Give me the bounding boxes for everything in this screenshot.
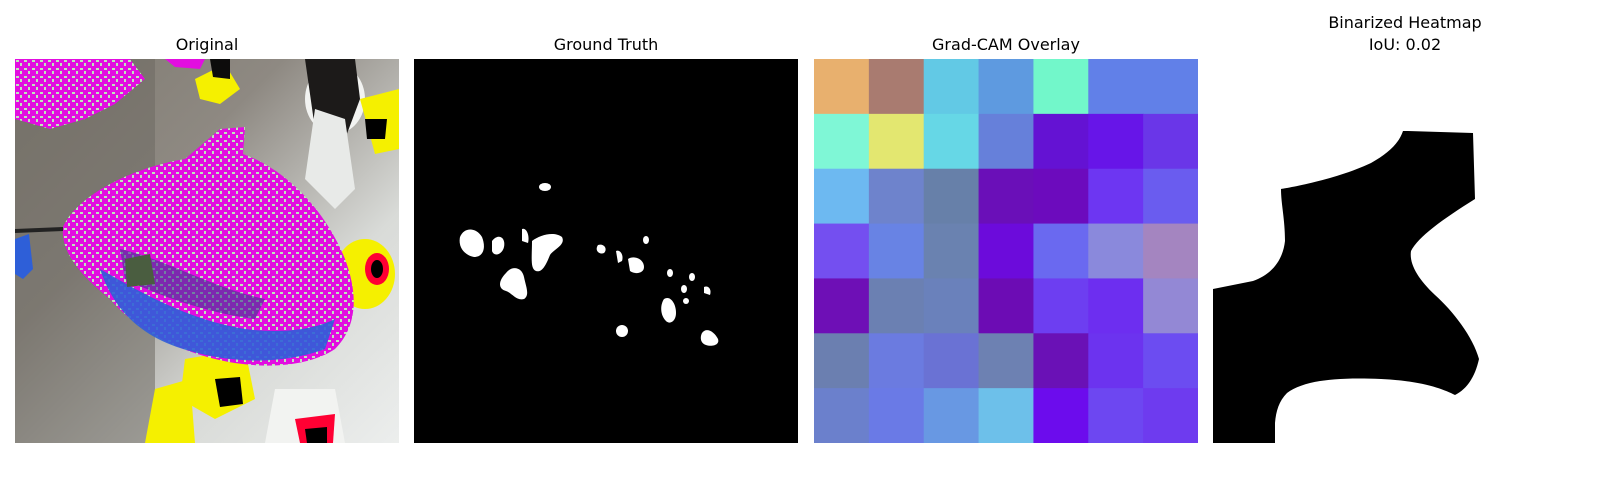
gradcam-cell-r3-c6 — [1143, 223, 1198, 279]
gradcam-cell-r2-c1 — [868, 168, 925, 225]
gradcam-cell-r5-c5 — [1088, 333, 1144, 389]
gradcam-cell-r4-c0 — [814, 278, 870, 334]
ground-truth-panel — [414, 59, 798, 443]
binarized-heatmap-mask — [1213, 59, 1597, 443]
gradcam-cell-r2-c4 — [1033, 168, 1089, 225]
gradcam-cell-r0-c0 — [814, 59, 870, 115]
panel-title-gradcam: Grad-CAM Overlay — [932, 35, 1080, 54]
original-image — [15, 59, 399, 443]
gradcam-cell-r4-c3 — [978, 278, 1034, 334]
panel-title-original: Original — [175, 35, 239, 54]
gradcam-cell-r3-c3 — [978, 223, 1034, 279]
gradcam-cell-r6-c6 — [1143, 388, 1198, 443]
gradcam-cell-r1-c6 — [1143, 113, 1198, 170]
ground-truth-mask — [414, 59, 798, 443]
gradcam-cell-r1-c3 — [978, 113, 1034, 170]
gradcam-cell-r1-c2 — [923, 113, 980, 170]
gradcam-cell-r6-c2 — [923, 388, 980, 443]
gradcam-cell-r2-c2 — [923, 168, 980, 225]
gradcam-cell-r0-c1 — [868, 59, 925, 115]
gradcam-cell-r2-c5 — [1088, 168, 1144, 225]
binarized-heatmap-panel — [1213, 59, 1597, 443]
gradcam-cell-r2-c3 — [978, 168, 1034, 225]
gradcam-cell-r4-c6 — [1143, 278, 1198, 334]
gradcam-cell-r5-c6 — [1143, 333, 1198, 389]
gradcam-cell-r3-c0 — [814, 223, 870, 279]
gradcam-cell-r1-c1 — [868, 113, 925, 170]
gradcam-cell-r3-c1 — [868, 223, 925, 279]
gradcam-cell-r5-c2 — [923, 333, 980, 389]
gradcam-cell-r4-c2 — [923, 278, 980, 334]
gradcam-cell-r6-c4 — [1033, 388, 1089, 443]
gradcam-cell-r6-c1 — [868, 388, 925, 443]
gradcam-cell-r3-c4 — [1033, 223, 1089, 279]
original-image-panel — [15, 59, 399, 443]
gradcam-cell-r5-c1 — [868, 333, 925, 389]
gradcam-cell-r0-c6 — [1143, 59, 1198, 115]
gradcam-cell-r1-c0 — [814, 113, 870, 170]
gradcam-cell-r1-c5 — [1088, 113, 1144, 170]
gradcam-cell-r3-c5 — [1088, 223, 1144, 279]
gradcam-cell-r5-c3 — [978, 333, 1034, 389]
gradcam-cell-r0-c5 — [1088, 59, 1144, 115]
gradcam-overlay-panel — [814, 59, 1198, 443]
gradcam-cell-r4-c5 — [1088, 278, 1144, 334]
gradcam-heatmap-grid — [814, 59, 1198, 443]
gradcam-cell-r2-c0 — [814, 168, 870, 225]
panel-title-ground-truth: Ground Truth — [553, 35, 659, 54]
panel-title-binarized: Binarized Heatmap — [1328, 13, 1482, 32]
gradcam-cell-r6-c3 — [978, 388, 1034, 443]
gradcam-cell-r0-c4 — [1033, 59, 1089, 115]
gradcam-cell-r1-c4 — [1033, 113, 1089, 170]
gradcam-cell-r4-c1 — [868, 278, 925, 334]
gradcam-cell-r5-c0 — [814, 333, 870, 389]
gradcam-cell-r4-c4 — [1033, 278, 1089, 334]
gradcam-cell-r5-c4 — [1033, 333, 1089, 389]
gradcam-cell-r2-c6 — [1143, 168, 1198, 225]
panel-subtitle-iou: IoU: 0.02 — [1368, 35, 1442, 54]
gradcam-cell-r0-c3 — [978, 59, 1034, 115]
gradcam-cell-r6-c0 — [814, 388, 870, 443]
gradcam-cell-r0-c2 — [923, 59, 980, 115]
gradcam-cell-r6-c5 — [1088, 388, 1144, 443]
gradcam-cell-r3-c2 — [923, 223, 980, 279]
